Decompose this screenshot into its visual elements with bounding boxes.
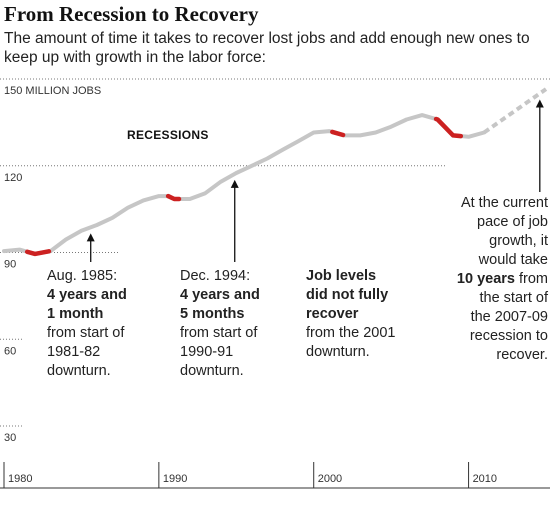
annotation-text: from	[514, 271, 548, 287]
annotation-line: 1981-82	[47, 343, 152, 362]
y-tick-label-90: 90	[4, 259, 16, 271]
annotation-line: growth, it	[422, 232, 548, 251]
annotation-line: Dec. 1994:	[180, 267, 290, 286]
employment-line	[2, 113, 487, 256]
annotation-line: 1 month	[47, 305, 152, 324]
annotation-line: the start of	[422, 289, 548, 308]
annotation-emphasis: recover	[306, 306, 359, 322]
annotation-emphasis: did not fully	[306, 287, 389, 303]
recession-segment-1	[24, 249, 52, 257]
arrowhead-current-pace	[535, 99, 544, 108]
annotation-emphasis: 5 months	[180, 306, 245, 322]
annotation-text: Dec. 1994:	[180, 268, 251, 284]
annotation-line: 10 years from	[422, 270, 548, 289]
annotation-emphasis: 1 month	[47, 306, 104, 322]
chart-subtitle: The amount of time it takes to recover l…	[4, 30, 530, 66]
y-tick-label-120: 120	[4, 172, 22, 184]
annotation-line: downturn.	[47, 362, 152, 381]
annotation-line: from the 2001	[306, 324, 421, 343]
annotation-text: Aug. 1985:	[47, 268, 118, 284]
annotation-text: the 2007-09	[470, 309, 548, 325]
annotation-text: growth, it	[489, 233, 548, 249]
x-tick-label-1990: 1990	[163, 473, 187, 485]
annotation-line: downturn.	[180, 362, 290, 381]
chart-title: From Recession to Recovery	[4, 2, 259, 26]
annotation-line: 1990-91	[180, 343, 290, 362]
annotation-line: Aug. 1985:	[47, 267, 152, 286]
annotation-emphasis: 10 years	[456, 271, 515, 287]
annotation-emphasis: Job levels	[306, 268, 377, 284]
x-tick-label-1980: 1980	[8, 473, 32, 485]
annotation-text: At the current	[460, 195, 548, 211]
annotation-line: 4 years and	[180, 286, 290, 305]
arrowhead-dec-1994	[230, 179, 239, 188]
annotation-text: recession to	[469, 328, 548, 344]
annotation-line: from start of	[180, 324, 290, 343]
recession-segment-2	[165, 193, 182, 202]
arrowhead-aug-1985	[86, 233, 95, 242]
annotation-line: recover.	[422, 346, 548, 365]
annotation-2001-no-recovery: Job levels did not fully recover from the 2…	[306, 267, 421, 362]
annotation-emphasis: 4 years and	[47, 287, 127, 303]
annotation-line: Job levels	[306, 267, 421, 286]
annotation-text: 1981-82	[47, 344, 101, 360]
annotation-text: from start of	[47, 325, 125, 341]
annotation-line: 5 months	[180, 305, 290, 324]
annotation-line: recover	[306, 305, 421, 324]
annotation-line: downturn.	[306, 343, 421, 362]
annotation-current-pace: At the current pace of job growth, it would…	[422, 194, 548, 365]
annotation-line: recession to	[422, 327, 548, 346]
y-tick-label-60: 60	[4, 345, 16, 357]
annotation-text: from start of	[180, 325, 258, 341]
y-tick-label-150: 150 MILLION JOBS	[4, 85, 101, 97]
annotation-line: from start of	[47, 324, 152, 343]
annotation-line: would take	[422, 251, 548, 270]
recession-segment-4	[433, 116, 464, 139]
recessions-label: RECESSIONS	[127, 128, 209, 142]
annotation-text: downturn.	[47, 363, 111, 379]
annotation-text: downturn.	[180, 363, 244, 379]
annotation-aug-1985: Aug. 1985: 4 years and 1 month from start o…	[47, 267, 152, 381]
annotation-line: the 2007-09	[422, 308, 548, 327]
y-tick-label-30: 30	[4, 432, 16, 444]
x-tick-label-2010: 2010	[473, 473, 497, 485]
annotation-text: from the 2001	[306, 325, 396, 341]
annotation-text: the start of	[479, 290, 548, 306]
annotation-line: At the current	[422, 194, 548, 213]
annotation-line: did not fully	[306, 286, 421, 305]
recession-segment-3	[330, 129, 346, 138]
annotation-text: pace of job	[477, 214, 548, 230]
annotation-text: downturn.	[306, 344, 370, 360]
x-tick-label-2000: 2000	[318, 473, 342, 485]
annotation-text: would take	[478, 252, 548, 268]
annotation-line: 4 years and	[47, 286, 152, 305]
annotation-dec-1994: Dec. 1994: 4 years and 5 months from start …	[180, 267, 290, 381]
projection-line	[482, 87, 548, 135]
annotation-emphasis: 4 years and	[180, 287, 260, 303]
annotation-line: pace of job	[422, 213, 548, 232]
annotation-text: 1990-91	[180, 344, 234, 360]
annotation-text: recover.	[496, 347, 548, 363]
